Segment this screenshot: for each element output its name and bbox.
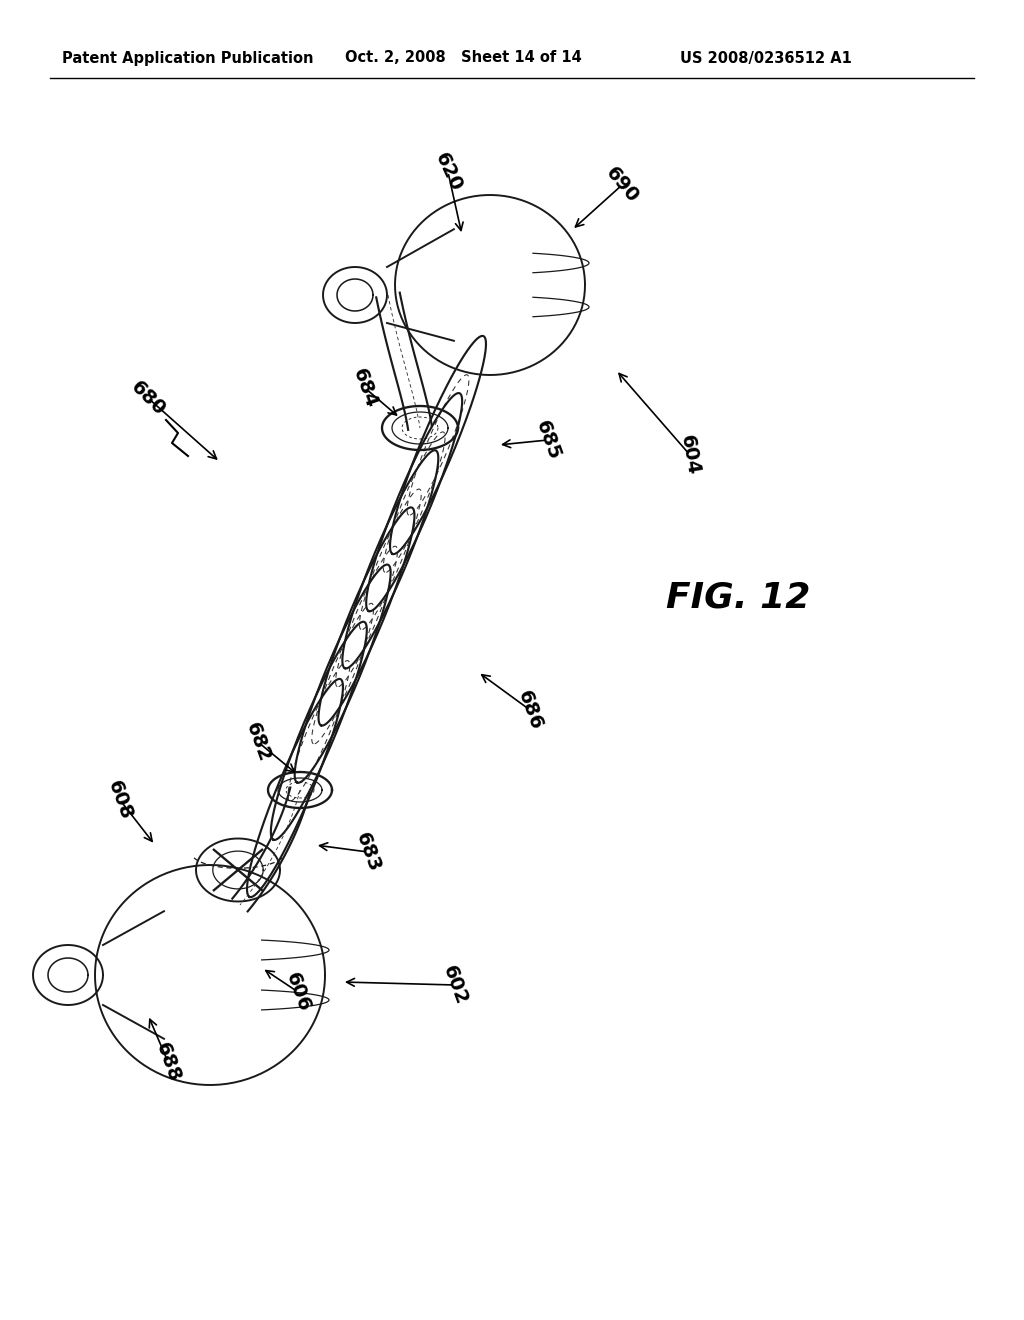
Text: 686: 686	[514, 688, 546, 733]
Text: FIG. 12: FIG. 12	[666, 581, 810, 615]
Text: 606: 606	[283, 970, 314, 1014]
Text: 684: 684	[349, 366, 381, 411]
Text: 602: 602	[439, 962, 471, 1007]
Text: 620: 620	[431, 149, 465, 194]
Text: Oct. 2, 2008   Sheet 14 of 14: Oct. 2, 2008 Sheet 14 of 14	[345, 50, 582, 66]
Text: 608: 608	[104, 777, 136, 822]
Text: 690: 690	[602, 164, 642, 207]
Text: 680: 680	[127, 378, 169, 418]
Text: 685: 685	[532, 417, 564, 462]
Text: 682: 682	[242, 719, 273, 764]
Text: 604: 604	[677, 433, 702, 477]
Text: Patent Application Publication: Patent Application Publication	[62, 50, 313, 66]
Text: 688: 688	[153, 1040, 184, 1085]
Text: 683: 683	[352, 829, 384, 874]
Text: US 2008/0236512 A1: US 2008/0236512 A1	[680, 50, 852, 66]
